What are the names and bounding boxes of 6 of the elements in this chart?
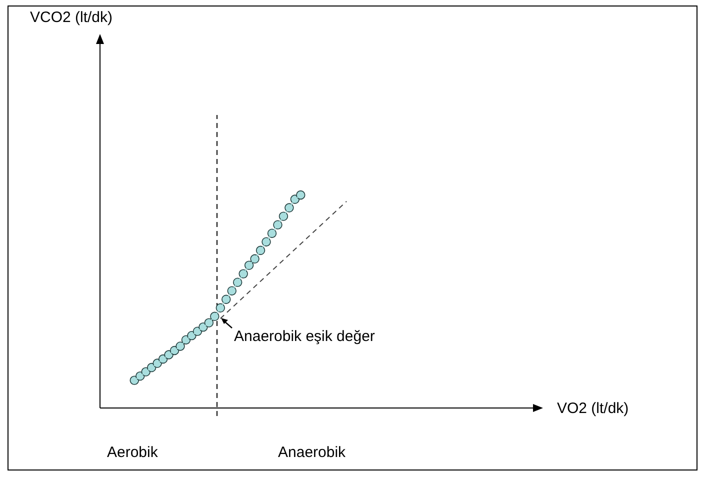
text: Anaerobik <box>278 444 346 461</box>
text: Aerobik <box>107 444 158 461</box>
text: VCO2 (lt/dk) <box>30 9 113 26</box>
x-axis-title: VO2 (lt/dk) <box>557 400 629 417</box>
annotation: Anaerobik eşik değer <box>234 328 375 345</box>
point <box>296 190 306 200</box>
